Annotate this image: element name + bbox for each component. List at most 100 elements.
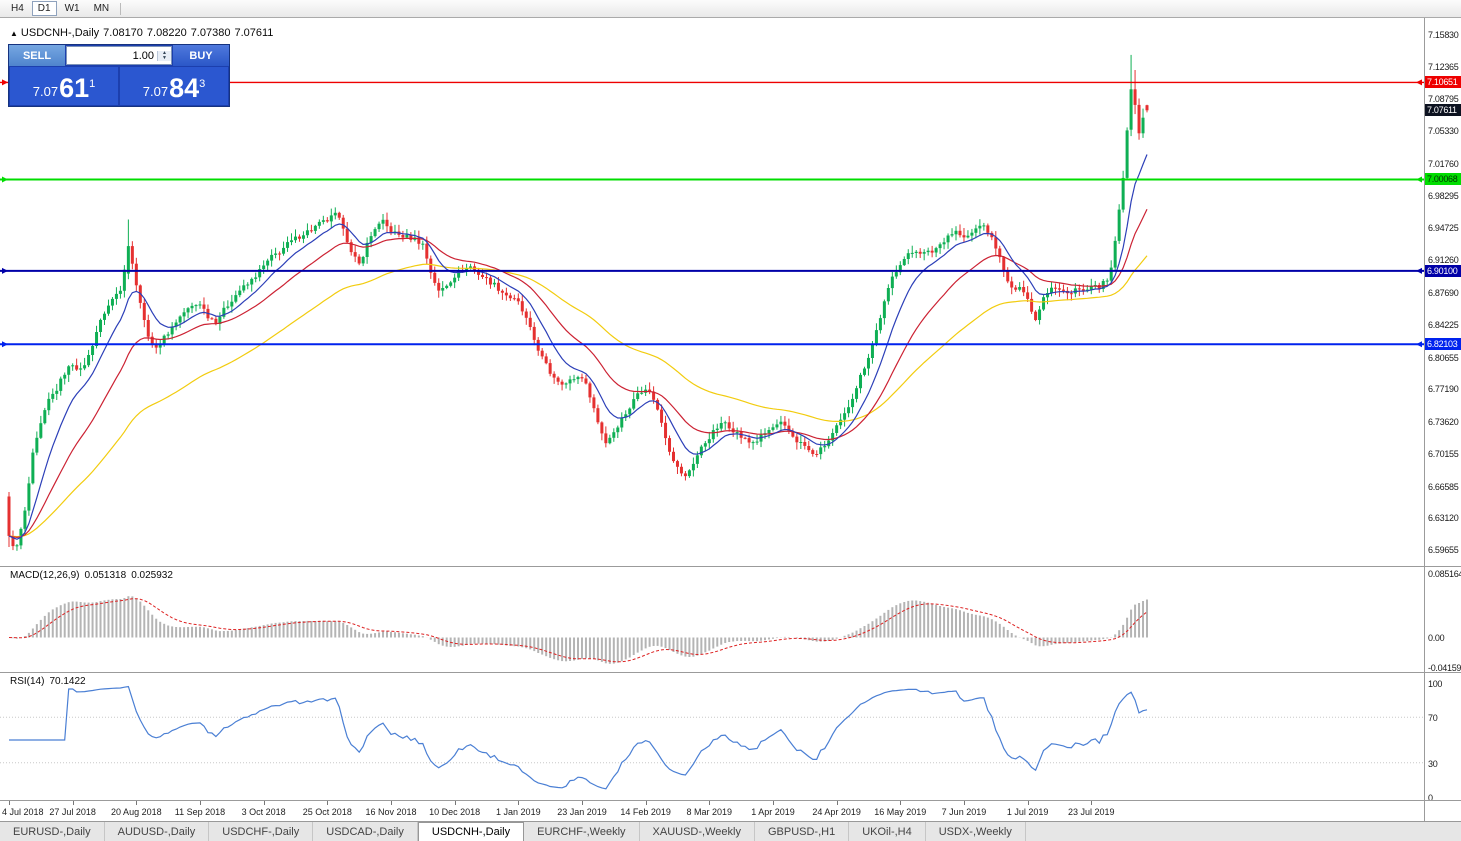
sell-price-fraction: 1 (89, 78, 96, 90)
price-tick-label: 6.98295 (1428, 190, 1459, 201)
tab-usdchf-daily[interactable]: USDCHF-,Daily (209, 822, 314, 841)
macd-min-label: -0.04159 (1428, 663, 1461, 673)
macd-indicator-panel[interactable]: 0.085164 0.00 -0.04159 MACD(12,26,9) 0.0513… (0, 566, 1461, 673)
date-tick-mark (9, 801, 10, 805)
price-tick-label: 7.12365 (1428, 61, 1459, 72)
price-tick-label: 7.08795 (1428, 94, 1459, 105)
rsi-tick-label: 0 (1428, 793, 1433, 803)
price-level-badge: 7.10651 (1424, 76, 1461, 89)
date-tick-label: 11 Sep 2018 (174, 807, 226, 817)
tab-eurchf-weekly[interactable]: EURCHF-,Weekly (524, 822, 640, 841)
tab-audusd-daily[interactable]: AUDUSD-,Daily (105, 822, 210, 841)
tab-eurusd-daily[interactable]: EURUSD-,Daily (0, 822, 105, 841)
macd-signal-value: 0.025932 (131, 570, 173, 581)
rsi-indicator-panel[interactable]: 100 70 30 0 RSI(14) 70.1422 (0, 672, 1461, 803)
date-tick-mark (963, 801, 965, 805)
date-tick-label: 27 Jul 2018 (49, 807, 96, 817)
tab-ukoil-h4[interactable]: UKOil-,H4 (849, 822, 926, 841)
rsi-tick-label: 70 (1428, 713, 1438, 724)
tab-usdcnh-daily[interactable]: USDCNH-,Daily (417, 822, 525, 841)
price-tick-label: 6.84225 (1428, 319, 1459, 330)
ohlc-open: 7.08170 (103, 27, 143, 39)
buy-price-fraction: 3 (199, 78, 206, 90)
date-tick-mark (263, 801, 265, 805)
date-tick-label: 1 Apr 2019 (751, 807, 795, 817)
price-tick-label: 6.73620 (1428, 417, 1459, 428)
ohlc-low: 7.07380 (190, 27, 231, 39)
price-tick-label: 7.01760 (1428, 158, 1459, 169)
timeframe-w1-button[interactable]: W1 (59, 1, 86, 16)
timeframe-mn-button[interactable]: MN (88, 1, 116, 16)
volume-input[interactable]: 1.00 ▲ ▼ (66, 46, 172, 65)
volume-value[interactable]: 1.00 (132, 49, 154, 62)
timeframe-h4-button[interactable]: H4 (5, 1, 30, 16)
price-chart[interactable] (0, 18, 1461, 566)
one-click-trading-widget: SELL 1.00 ▲ ▼ BUY 7.07 61 1 7.07 84 3 (8, 44, 230, 107)
macd-title: MACD(12,26,9) (10, 570, 80, 581)
horizontal-lines-layer (0, 79, 1424, 348)
chart-tab-bar: EURUSD-,Daily AUDUSD-,Daily USDCHF-,Daily U… (0, 821, 1461, 841)
date-tick-mark (900, 801, 902, 805)
sell-price-display[interactable]: 7.07 61 1 (10, 67, 118, 105)
price-tick-label: 6.77190 (1428, 384, 1459, 395)
macd-main-value: 0.051318 (84, 570, 127, 581)
date-tick-mark (390, 801, 392, 805)
current-price-badge: 7.07611 (1424, 104, 1461, 117)
rsi-title: RSI(14) (10, 676, 45, 687)
price-tick-label: 7.05330 (1428, 126, 1459, 137)
price-tick-label: 6.70155 (1428, 448, 1459, 459)
price-level-badge: 6.90100 (1424, 264, 1461, 277)
date-tick-mark (709, 801, 711, 805)
date-tick-label: 4 Jul 2018 (2, 807, 44, 817)
volume-increase-icon[interactable]: ▲ (158, 50, 171, 56)
date-tick-label: 16 May 2019 (874, 807, 927, 817)
macd-chart[interactable] (0, 567, 1461, 673)
buy-price-display[interactable]: 7.07 84 3 (120, 67, 228, 105)
date-tick-label: 14 Feb 2019 (620, 807, 671, 817)
collapse-panel-icon[interactable]: ▲ (10, 29, 18, 38)
price-tick-label: 6.66585 (1428, 481, 1459, 492)
sell-price-pips: 61 (59, 73, 90, 103)
date-tick-label: 10 Dec 2018 (429, 807, 481, 817)
tab-usdx-weekly[interactable]: USDX-,Weekly (926, 822, 1026, 841)
price-tick-label: 6.91260 (1428, 255, 1459, 266)
tab-xauusd-weekly[interactable]: XAUUSD-,Weekly (640, 822, 755, 841)
date-tick-mark (199, 801, 201, 805)
date-tick-mark (1027, 801, 1029, 805)
price-tick-label: 6.94725 (1428, 223, 1459, 234)
tab-gbpusd-h1[interactable]: GBPUSD-,H1 (755, 822, 850, 841)
date-tick-mark (581, 801, 583, 805)
date-axis[interactable]: 4 Jul 2018 27 Jul 2018 20 Aug 2018 11 Sep 2… (0, 800, 1461, 821)
price-tick-label: 6.63120 (1428, 513, 1459, 524)
date-tick-label: 7 Jun 2019 (941, 807, 987, 817)
rsi-label: RSI(14) 70.1422 (10, 676, 91, 687)
date-tick-label: 16 Nov 2018 (365, 807, 417, 817)
date-tick-mark (518, 801, 520, 805)
buy-price-prefix: 7.07 (142, 84, 169, 99)
date-tick-label: 23 Jul 2019 (1068, 807, 1115, 817)
rsi-line (9, 685, 1148, 790)
rsi-value: 70.1422 (49, 676, 86, 687)
price-tick-label: 6.87690 (1428, 288, 1459, 298)
rsi-levels-layer (0, 716, 1424, 764)
symbol-period-label: USDCNH-,Daily (20, 27, 100, 39)
date-tick-mark (836, 801, 838, 805)
chart-title-bar: ▲ USDCNH-,Daily 7.08170 7.08220 7.07380 7.076… (10, 27, 277, 39)
date-tick-label: 3 Oct 2018 (241, 807, 286, 817)
timeframe-d1-button[interactable]: D1 (31, 1, 57, 16)
price-tick-label: 7.15830 (1428, 29, 1459, 40)
moving-averages-layer (8, 154, 1148, 540)
date-tick-label: 1 Jan 2019 (496, 807, 541, 817)
macd-max-label: 0.085164 (1428, 569, 1461, 579)
volume-decrease-icon[interactable]: ▼ (158, 55, 171, 61)
price-level-badge: 6.82103 (1424, 338, 1461, 351)
sell-button[interactable]: SELL (9, 45, 65, 66)
date-tick-label: 20 Aug 2018 (111, 807, 162, 817)
date-tick-label: 8 Mar 2019 (686, 807, 733, 817)
main-chart-panel[interactable]: 7.15830 7.12365 7.08795 7.05330 7.01760 6.982… (0, 18, 1461, 566)
tab-usdcad-daily[interactable]: USDCAD-,Daily (313, 822, 418, 841)
buy-button[interactable]: BUY (173, 45, 229, 66)
rsi-chart[interactable] (0, 673, 1461, 801)
toolbar-divider (120, 2, 122, 15)
scale-border (1424, 18, 1425, 821)
